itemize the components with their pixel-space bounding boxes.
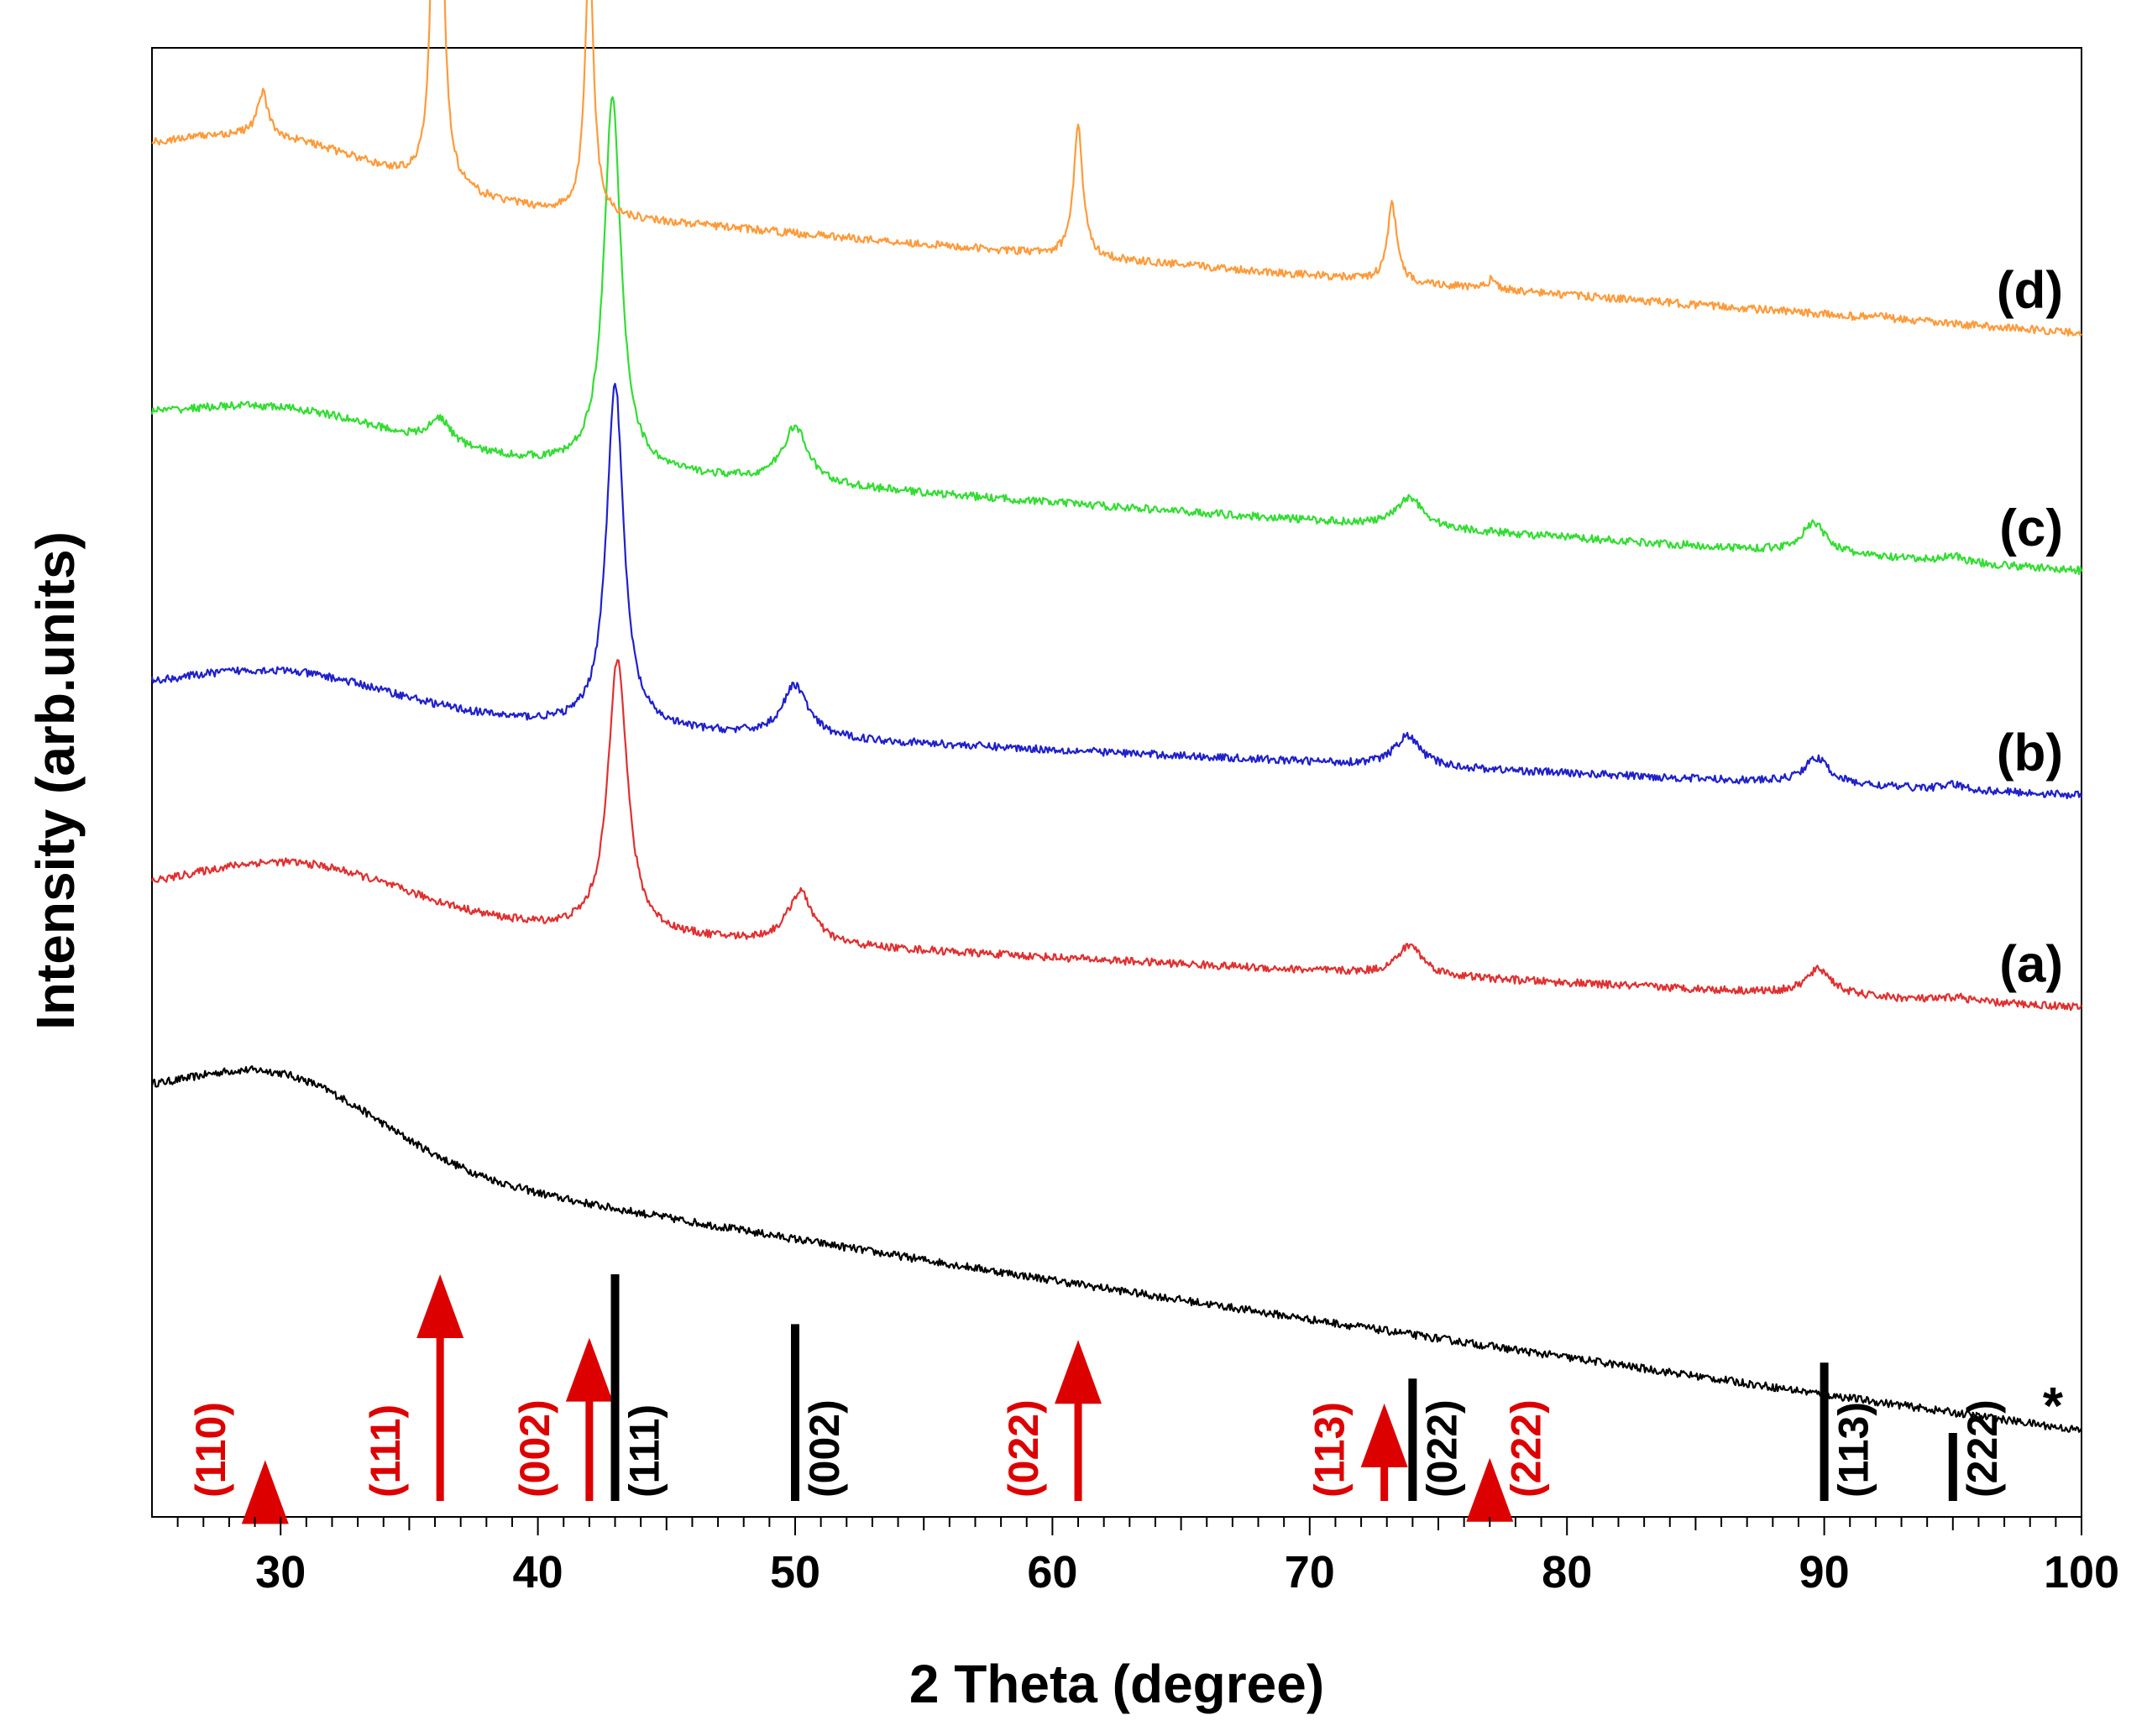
curve-label-c: (c) [1999, 499, 2063, 557]
curve-label-blank: * [2043, 1378, 2064, 1435]
ref-red-arrowhead [565, 1337, 613, 1402]
x-tick-label: 50 [770, 1547, 820, 1597]
x-tick-label: 70 [1285, 1547, 1335, 1597]
curve-label-a: (a) [1999, 936, 2063, 994]
ref-red-arrowhead [241, 1460, 289, 1524]
ref-red-arrowhead [416, 1274, 464, 1338]
ref-black-line: (222) [1948, 1399, 2006, 1501]
series-layer [150, 0, 2083, 1433]
ref-black-label: (002) [801, 1399, 848, 1498]
curve-label-d: (d) [1997, 262, 2063, 320]
x-axis-ticks: 30 40 50 60 70 80 90 100 [176, 1517, 2119, 1597]
ref-black-line: (111) [610, 1274, 668, 1501]
ref-red-arrow: (222) [1466, 1399, 1549, 1522]
ref-red-arrowhead [1466, 1457, 1514, 1522]
ref-black-label: (113) [1830, 1402, 1877, 1498]
ref-red-label: (022) [1000, 1399, 1047, 1498]
curve-label-b: (b) [1997, 724, 2063, 782]
ref-red-arrow: (022) [1000, 1340, 1102, 1501]
series-line-blank [150, 1065, 2082, 1433]
ref-black-line: (002) [791, 1324, 848, 1501]
x-tick-label: 100 [2044, 1547, 2119, 1597]
x-tick-label: 30 [255, 1547, 306, 1597]
ref-red-arrowhead [1360, 1403, 1408, 1467]
series-line-a [150, 659, 2082, 1012]
ref-black-line: (022) [1408, 1378, 1465, 1501]
ref-red-label: (113) [1307, 1402, 1354, 1498]
x-tick-label: 60 [1027, 1547, 1077, 1597]
ref-red-arrow: (110) [187, 1402, 289, 1524]
x-tick-label: 90 [1799, 1547, 1850, 1597]
plot-frame [151, 47, 2082, 1518]
ref-red-label: (002) [511, 1399, 558, 1498]
series-line-b [150, 383, 2083, 800]
ref-black-line: (113) [1820, 1362, 1877, 1501]
series-line-d [151, 0, 2082, 337]
ref-red-arrow: (111) [362, 1274, 464, 1501]
x-tick-label: 40 [513, 1547, 563, 1597]
ref-red-label: (222) [1502, 1399, 1549, 1498]
x-tick-label: 80 [1542, 1547, 1592, 1597]
ref-red-label: (110) [187, 1402, 234, 1498]
ref-red-arrow: (113) [1307, 1402, 1408, 1501]
x-axis-title: 2 Theta (degree) [909, 1654, 1324, 1714]
curve-labels: * (a) (b) (c) (d) [1997, 262, 2064, 1435]
ref-black-label: (111) [621, 1404, 668, 1498]
ref-red-arrowhead [1055, 1340, 1102, 1404]
ref-red-arrow: (002) [511, 1337, 613, 1501]
y-axis-title: Intensity (arb.units) [25, 531, 86, 1030]
series-line-c [150, 96, 2083, 576]
ref-black-label: (222) [1959, 1399, 2006, 1498]
ref-red-label: (111) [362, 1404, 409, 1498]
ref-black-label: (022) [1418, 1399, 1465, 1498]
reference-markers: (110) (111) (002) (022) (113) (222) (111) (002)… [187, 1274, 2006, 1524]
